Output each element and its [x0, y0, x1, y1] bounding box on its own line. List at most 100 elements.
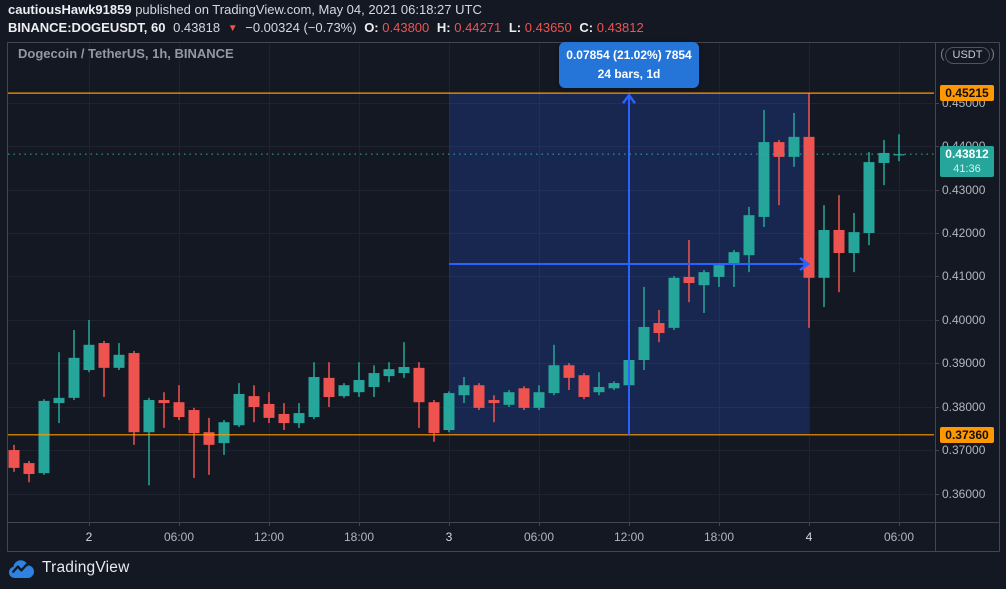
- current-price-badge: 0.43812 41:36: [940, 146, 994, 178]
- price-axis-label: 0.37000: [942, 443, 986, 458]
- candle[interactable]: [53, 352, 65, 424]
- candle[interactable]: [833, 195, 845, 293]
- candle[interactable]: [578, 373, 590, 400]
- low-label: L:: [508, 20, 522, 35]
- candle[interactable]: [413, 362, 425, 428]
- tradingview-cloud-icon: [9, 559, 34, 578]
- time-axis-label: 06:00: [163, 530, 195, 544]
- candle[interactable]: [893, 134, 905, 162]
- symbol-interval: BINANCE:DOGEUSDT, 60: [8, 20, 166, 35]
- candle[interactable]: [308, 362, 320, 420]
- candle[interactable]: [38, 399, 50, 475]
- candle[interactable]: [383, 362, 395, 383]
- usdt-unit-button[interactable]: USDT: [944, 47, 991, 64]
- candle[interactable]: [323, 362, 335, 407]
- candle[interactable]: [428, 400, 440, 442]
- candle[interactable]: [68, 330, 80, 401]
- candle[interactable]: [848, 212, 860, 273]
- low-value: 0.43650: [524, 20, 572, 35]
- candle[interactable]: [473, 383, 485, 411]
- candle[interactable]: [638, 286, 650, 371]
- price-change: −0.00324 (−0.73%): [245, 20, 357, 35]
- candle[interactable]: [758, 109, 770, 227]
- candle[interactable]: [443, 391, 455, 433]
- candle[interactable]: [143, 397, 155, 486]
- candle[interactable]: [788, 112, 800, 167]
- measure-tooltip: 0.07854 (21.02%) 7854 24 bars, 1d: [559, 42, 699, 88]
- candle[interactable]: [293, 403, 305, 428]
- candle[interactable]: [488, 395, 500, 423]
- candles-layer: [8, 93, 905, 486]
- candle[interactable]: [128, 350, 140, 445]
- time-axis-label: 18:00: [343, 530, 375, 544]
- candle[interactable]: [518, 386, 530, 411]
- down-triangle-icon: ▼: [227, 23, 238, 34]
- candle[interactable]: [368, 365, 380, 397]
- time-axis-label: 2: [85, 530, 93, 544]
- candle[interactable]: [113, 343, 125, 371]
- measure-arrows: [449, 93, 811, 435]
- time-axis-label: 06:00: [883, 530, 915, 544]
- candle[interactable]: [503, 390, 515, 407]
- high-label: H:: [436, 20, 451, 35]
- candle[interactable]: [8, 444, 20, 472]
- candle[interactable]: [398, 342, 410, 378]
- price-axis-label: 0.39000: [942, 356, 986, 371]
- price-axis-label: 0.40000: [942, 312, 986, 327]
- time-axis-label: 12:00: [613, 530, 645, 544]
- candle[interactable]: [863, 152, 875, 246]
- candle[interactable]: [248, 385, 260, 423]
- price-axis[interactable]: (USDT) 0.450000.440000.430000.420000.410…: [936, 42, 999, 551]
- bar-countdown: 41:36: [953, 163, 981, 176]
- candle[interactable]: [683, 239, 695, 303]
- publisher-bar: cautiousHawk91859 published on TradingVi…: [8, 1, 482, 18]
- candle[interactable]: [878, 139, 890, 186]
- candle[interactable]: [698, 269, 710, 314]
- currency-unit-control: (USDT): [936, 46, 999, 64]
- price-axis-label: 0.38000: [942, 399, 986, 414]
- candle[interactable]: [743, 206, 755, 273]
- price-axis-label: 0.43000: [942, 182, 986, 197]
- candle[interactable]: [233, 383, 245, 428]
- candle[interactable]: [23, 460, 35, 483]
- candle[interactable]: [458, 376, 470, 404]
- time-axis-label: 3: [445, 530, 453, 544]
- time-axis-label: 12:00: [253, 530, 285, 544]
- candle[interactable]: [158, 392, 170, 428]
- candle[interactable]: [203, 417, 215, 475]
- time-axis[interactable]: 2 06:00 12:00 18:00 3 06:00 12:00 18:00 4 06:00: [7, 523, 935, 550]
- candle[interactable]: [278, 403, 290, 431]
- time-axis-label: 4: [805, 530, 813, 544]
- candle[interactable]: [818, 205, 830, 307]
- close-value: 0.43812: [596, 20, 644, 35]
- candle[interactable]: [548, 344, 560, 396]
- candle[interactable]: [338, 383, 350, 398]
- candle[interactable]: [98, 340, 110, 397]
- candle[interactable]: [353, 362, 365, 397]
- tradingview-logo-link[interactable]: TradingView: [8, 555, 130, 581]
- time-axis-label: 06:00: [523, 530, 555, 544]
- candle[interactable]: [218, 420, 230, 455]
- candle[interactable]: [803, 93, 815, 328]
- candle[interactable]: [668, 276, 680, 330]
- grid-layer: [8, 43, 934, 521]
- price-axis-label: 0.36000: [942, 486, 986, 501]
- candle[interactable]: [83, 319, 95, 373]
- candle[interactable]: [563, 363, 575, 391]
- candle[interactable]: [188, 407, 200, 478]
- candle[interactable]: [533, 385, 545, 411]
- candle[interactable]: [713, 263, 725, 287]
- candle[interactable]: [173, 385, 185, 421]
- time-axis-label: 18:00: [703, 530, 735, 544]
- candle[interactable]: [653, 309, 665, 343]
- close-label: C:: [579, 20, 594, 35]
- candle[interactable]: [608, 381, 620, 391]
- candle[interactable]: [773, 139, 785, 206]
- candle[interactable]: [728, 249, 740, 287]
- last-price: 0.43818: [173, 20, 221, 35]
- high-value: 0.44271: [454, 20, 502, 35]
- candle[interactable]: [263, 392, 275, 424]
- candle[interactable]: [593, 372, 605, 396]
